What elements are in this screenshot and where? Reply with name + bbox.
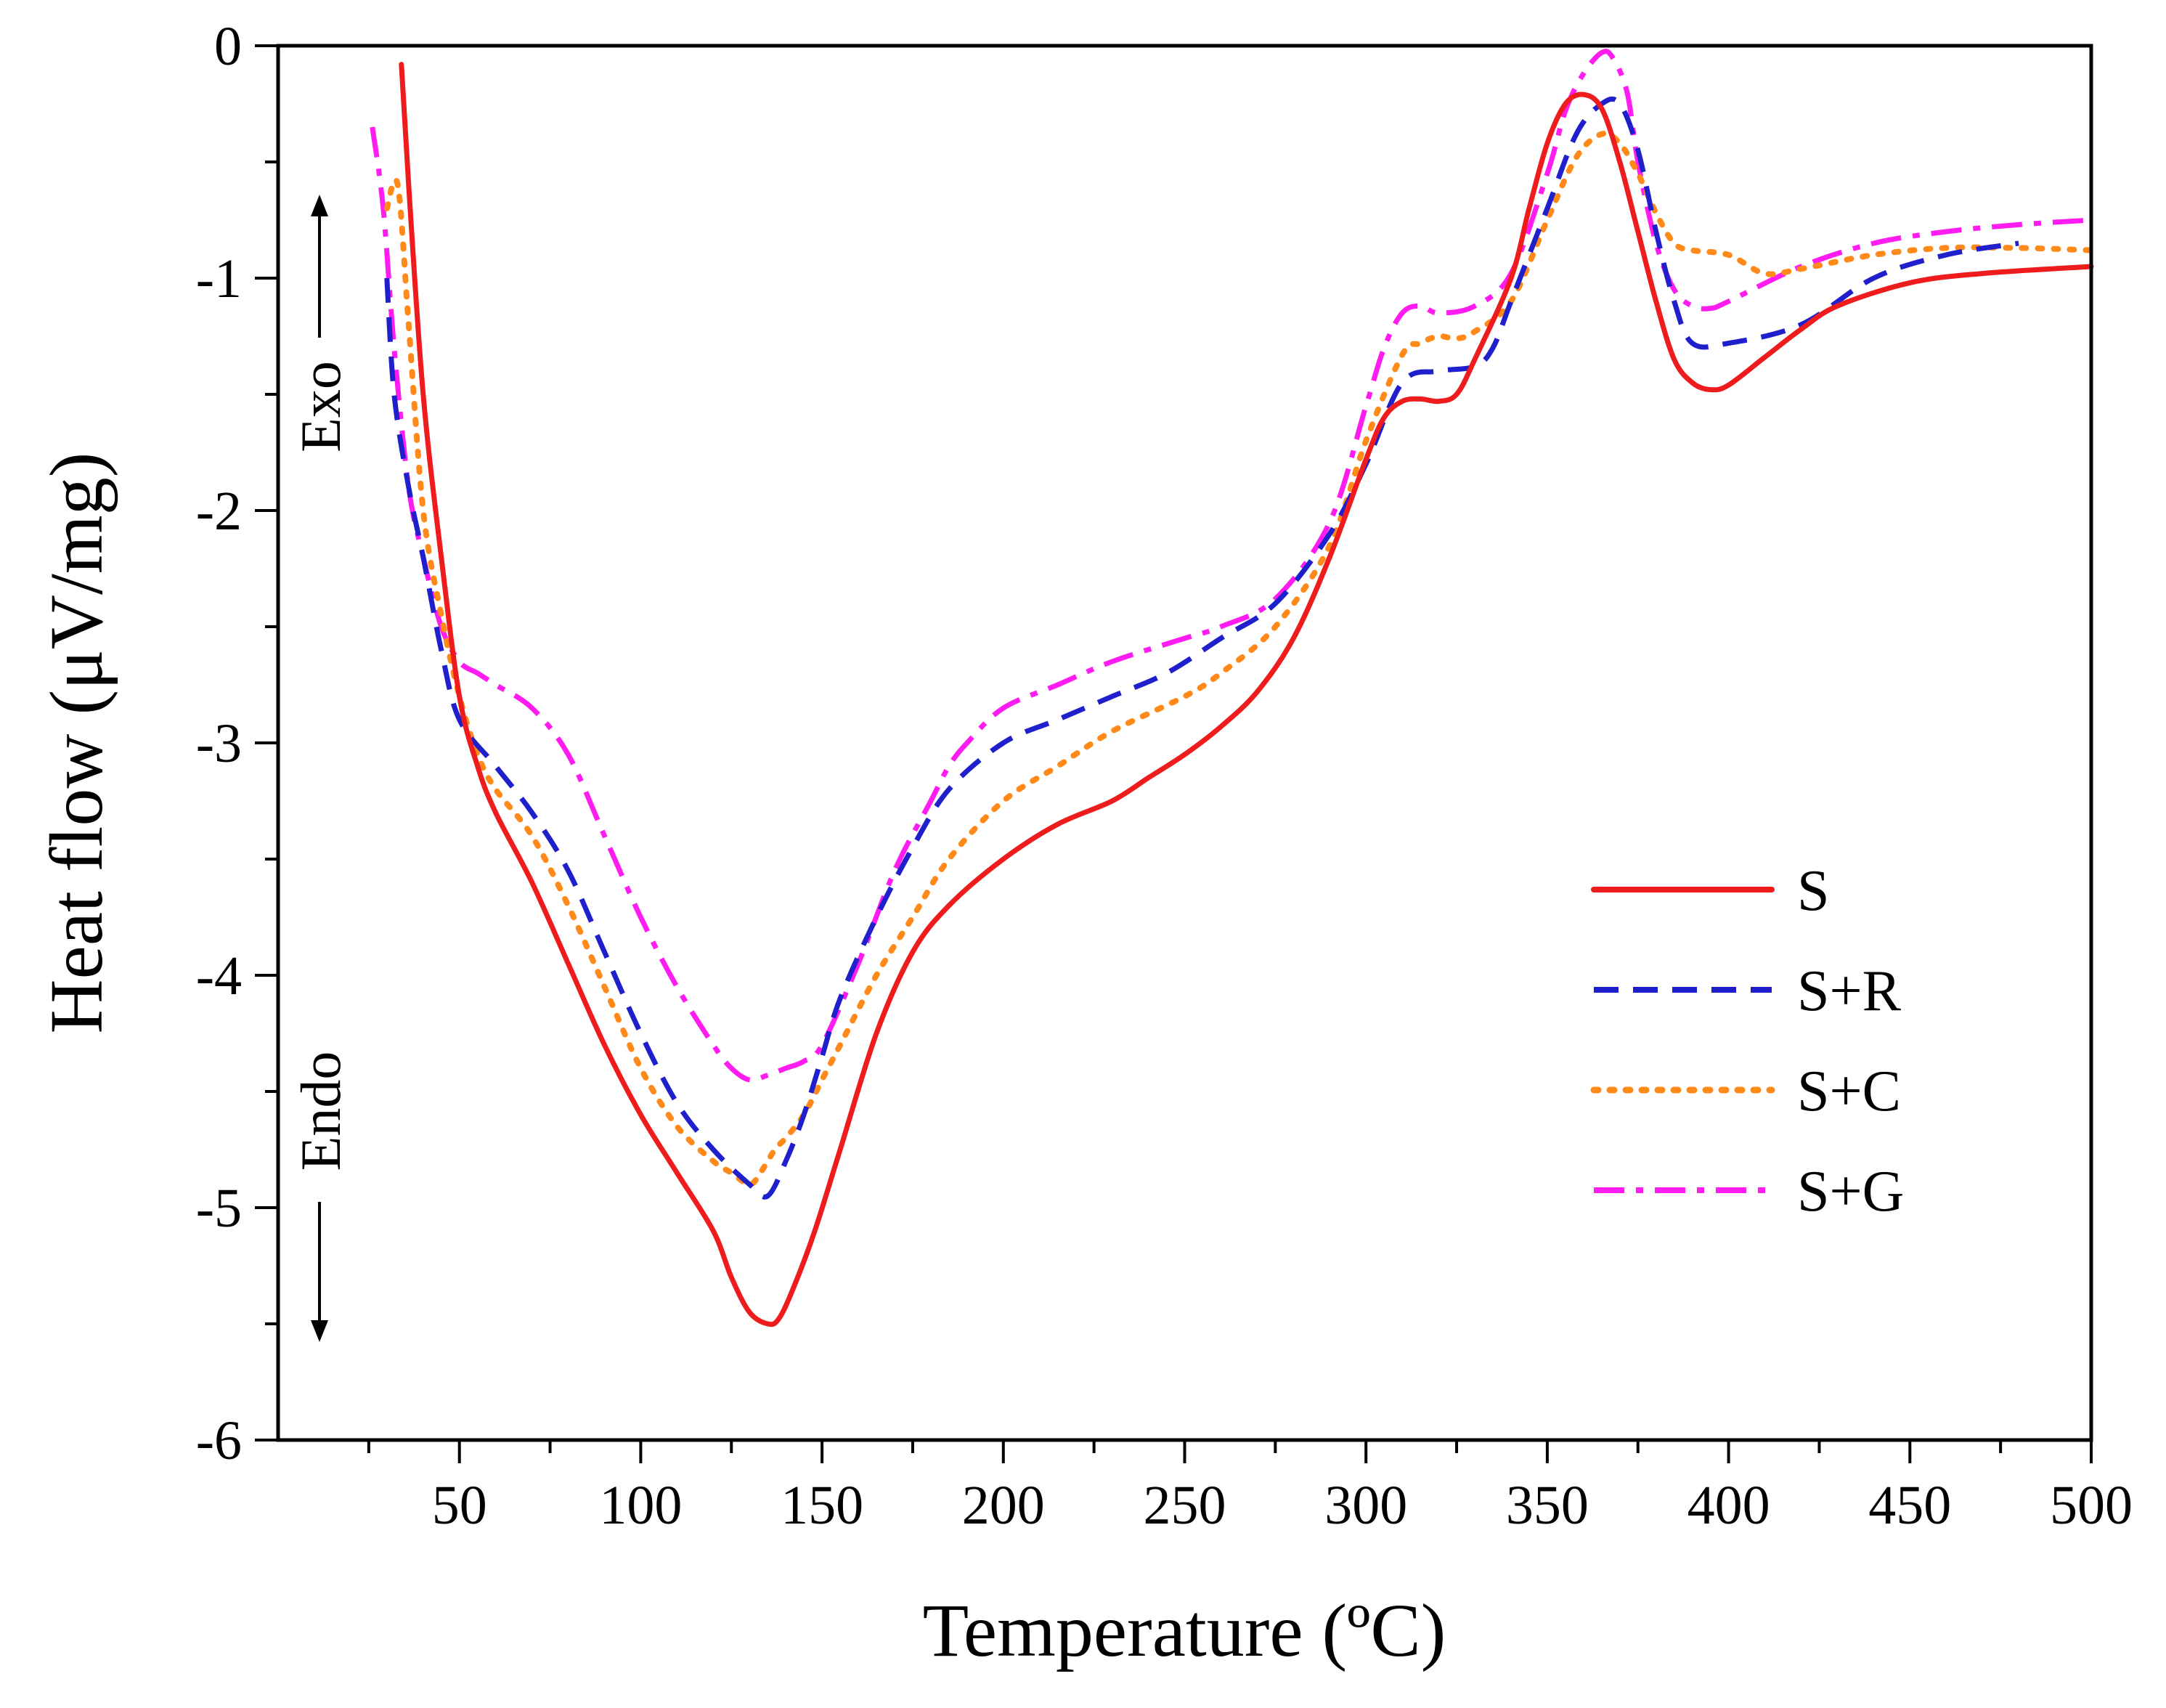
x-axis-title: Temperature (ºC): [923, 1589, 1446, 1672]
x-tick-label: 300: [1324, 1475, 1407, 1536]
endo-annotation: Endo: [289, 1052, 352, 1342]
legend-label-s-g: S+G: [1797, 1160, 1904, 1224]
x-tick-label: 250: [1144, 1475, 1226, 1536]
series-line-s-c: [383, 130, 2094, 1187]
x-tick-label: 50: [432, 1475, 487, 1536]
exo-arrow-head: [311, 195, 328, 216]
plot-frame: [276, 44, 2093, 1442]
x-tick-label: 450: [1868, 1475, 1951, 1536]
y-axis-ticks: 0 -1 -2 -3 -4 -5 -6: [196, 16, 278, 1471]
x-tick-label: 500: [2050, 1475, 2133, 1536]
y-axis-title: Heat flow (μV/mg): [35, 452, 118, 1034]
x-tick-label: 400: [1687, 1475, 1770, 1536]
y-tick-label: -4: [196, 946, 242, 1006]
x-tick-label: 200: [962, 1475, 1045, 1536]
y-tick-label: 0: [214, 16, 242, 77]
y-tick-label: -3: [196, 713, 242, 774]
y-tick-label: -1: [196, 248, 242, 309]
y-tick-label: -5: [196, 1178, 242, 1239]
endo-arrow-head: [311, 1320, 328, 1342]
x-tick-label: 350: [1506, 1475, 1589, 1536]
series-line-s: [399, 62, 2094, 1327]
y-tick-label: -2: [196, 481, 242, 542]
legend-label-s: S: [1797, 859, 1830, 923]
x-axis-ticks: 50 100 150 200 250 300 350 400 450 500: [367, 1440, 2133, 1536]
x-tick-label: 100: [599, 1475, 682, 1536]
y-tick-label: -6: [196, 1410, 242, 1471]
legend-label-s-r: S+R: [1797, 959, 1902, 1023]
series-line-s-r: [384, 96, 2019, 1200]
exo-annotation: Exo: [289, 195, 352, 452]
series-line-s-g: [370, 49, 2092, 1083]
exo-label: Exo: [289, 361, 352, 452]
endo-label: Endo: [289, 1052, 352, 1171]
legend-label-s-c: S+C: [1797, 1060, 1901, 1123]
x-tick-label: 150: [781, 1475, 863, 1536]
curves-group: [370, 49, 2094, 1327]
legend: S S+R S+C S+G: [1590, 859, 1904, 1224]
